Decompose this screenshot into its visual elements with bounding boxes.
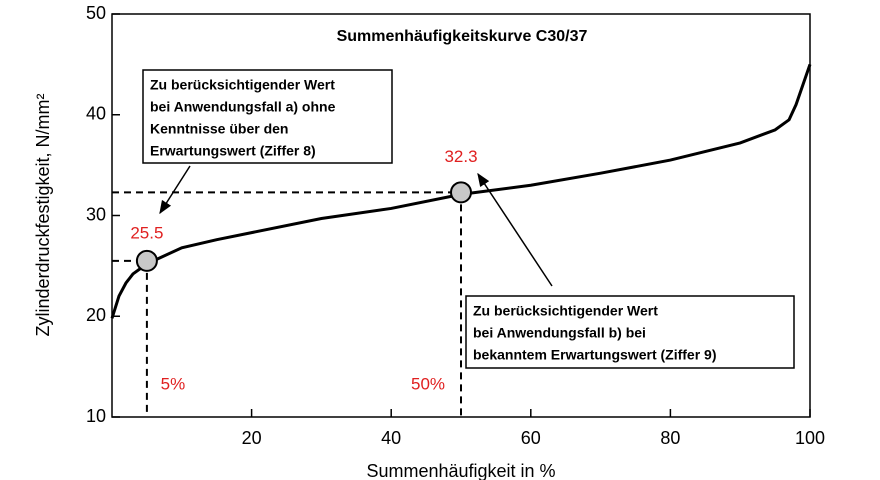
annotation-arrow	[477, 172, 553, 287]
annotation-text: bekanntem Erwartungswert (Ziffer 9)	[473, 347, 717, 363]
annotation-text: bei Anwendungsfall a) ohne	[150, 99, 336, 115]
point-marker	[450, 181, 472, 204]
y-tick-label: 50	[86, 3, 106, 23]
annotation-text: Kenntnisse über den	[150, 121, 288, 137]
annotation-text: Zu berücksichtigender Wert	[150, 77, 335, 93]
annotation-box	[465, 295, 795, 369]
annotation-box	[142, 69, 393, 164]
y-tick-label: 30	[86, 204, 106, 224]
point-marker	[135, 249, 158, 272]
chart-title: Summenhäufigkeitskurve C30/37	[337, 28, 588, 45]
annotation-text: Erwartungswert (Ziffer 8)	[150, 143, 316, 159]
x-tick-label: 100	[795, 428, 825, 448]
annotation-arrow	[159, 165, 191, 215]
y-tick-label: 40	[86, 104, 106, 124]
percent-label: 5%	[161, 374, 186, 393]
x-tick-label: 60	[521, 428, 541, 448]
curve	[110, 63, 812, 319]
annotation-text: bei Anwendungsfall b) bei	[473, 325, 646, 341]
y-tick-label: 20	[86, 305, 106, 325]
y-axis-label: Zylinderdruckfestigkeit, N/mm²	[33, 93, 53, 336]
percent-label: 50%	[411, 374, 445, 393]
annotation-text: Zu berücksichtigender Wert	[473, 303, 658, 319]
x-tick-label: 20	[242, 428, 262, 448]
value-label: 25.5	[130, 223, 163, 242]
value-label: 32.3	[444, 147, 477, 166]
y-tick-label: 10	[86, 406, 106, 426]
x-tick-label: 40	[381, 428, 401, 448]
x-axis-label: Summenhäufigkeit in %	[366, 461, 555, 480]
x-tick-label: 80	[660, 428, 680, 448]
